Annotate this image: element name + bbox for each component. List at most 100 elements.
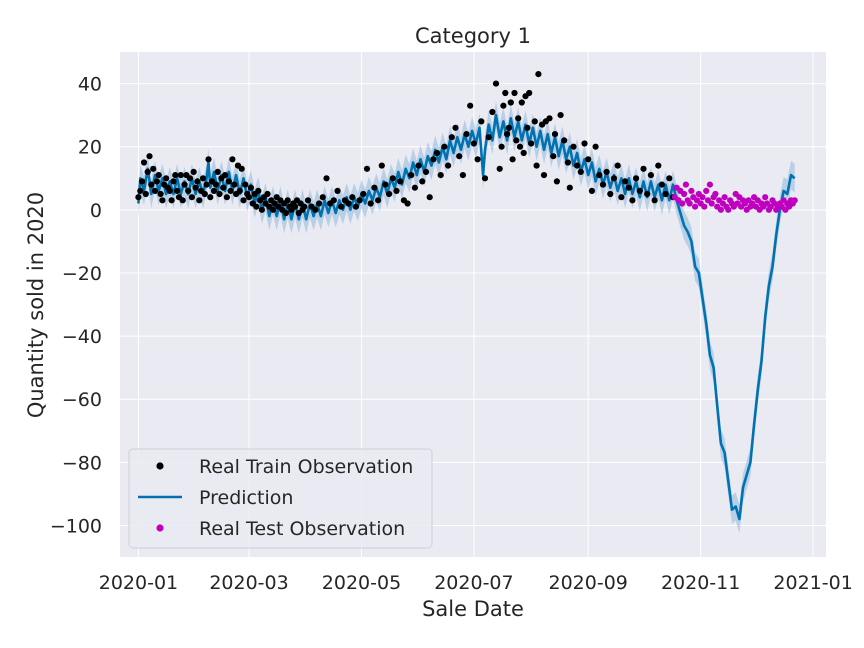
train-point <box>441 143 448 150</box>
train-point <box>655 162 662 169</box>
train-point <box>220 184 227 191</box>
train-point <box>338 203 345 210</box>
x-tick-label: 2020-01 <box>99 572 178 594</box>
train-point <box>389 175 396 182</box>
train-point <box>177 172 184 179</box>
test-point <box>712 190 719 198</box>
train-observations <box>135 71 677 217</box>
train-point <box>588 187 596 194</box>
train-point <box>352 203 359 210</box>
train-point <box>561 137 568 144</box>
train-point <box>393 187 400 194</box>
train-point <box>504 131 511 138</box>
train-point <box>485 134 492 141</box>
train-point <box>367 200 374 207</box>
train-point <box>500 102 507 109</box>
y-tick-label: −60 <box>62 389 102 411</box>
train-point <box>662 190 669 198</box>
test-point <box>717 206 725 213</box>
train-point <box>258 206 265 213</box>
train-point <box>304 197 312 204</box>
test-point <box>703 187 710 194</box>
train-point <box>526 89 533 97</box>
x-tick-labels: 2020-01 2020-03 2020-05 2020-07 2020-09 2020-… <box>99 572 853 594</box>
train-point <box>212 181 219 188</box>
train-point <box>245 194 253 201</box>
train-point <box>585 156 592 163</box>
train-point <box>515 115 522 122</box>
train-point <box>564 159 572 166</box>
train-point <box>292 203 299 210</box>
train-point <box>185 187 192 194</box>
train-point <box>188 194 195 201</box>
train-point <box>179 197 186 204</box>
train-point <box>599 181 607 188</box>
train-point <box>448 134 455 141</box>
train-point <box>492 80 500 87</box>
train-point <box>498 143 505 150</box>
train-point <box>255 187 262 194</box>
train-point <box>316 200 323 207</box>
train-point <box>434 149 441 157</box>
train-point <box>229 156 236 163</box>
train-point <box>509 156 516 163</box>
train-point <box>201 190 208 198</box>
train-point <box>550 153 557 160</box>
train-point <box>533 162 540 169</box>
train-point <box>511 89 518 97</box>
train-point <box>489 108 496 116</box>
train-point <box>445 162 452 169</box>
test-point <box>679 200 686 207</box>
y-tick-labels: 40 20 0 −20 −40 −60 −80 −100 <box>50 74 102 538</box>
y-tick-label: 40 <box>78 74 102 96</box>
train-point <box>323 175 330 182</box>
train-point <box>378 162 385 169</box>
train-point <box>467 102 474 109</box>
train-point <box>518 99 525 106</box>
test-point <box>682 181 690 188</box>
train-point <box>415 162 422 169</box>
legend-train-label: Real Train Observation <box>199 456 413 478</box>
test-point <box>699 194 706 201</box>
train-point <box>481 175 489 182</box>
train-point <box>222 172 229 179</box>
train-point <box>375 197 382 204</box>
y-tick-label: −20 <box>62 263 102 285</box>
train-point <box>192 184 199 191</box>
train-point <box>408 172 415 179</box>
train-point <box>170 178 177 185</box>
train-point <box>227 187 234 194</box>
train-point <box>159 197 166 204</box>
train-point <box>148 181 155 188</box>
grid-lines <box>120 52 826 557</box>
train-point <box>607 190 614 198</box>
train-point <box>168 197 175 204</box>
test-point <box>721 194 728 201</box>
train-point <box>150 165 157 172</box>
train-point <box>535 71 542 78</box>
train-point <box>430 156 437 163</box>
train-point <box>356 197 363 204</box>
train-point <box>386 190 393 198</box>
train-point <box>618 194 625 201</box>
train-point <box>437 172 444 179</box>
chart-title: Category 1 <box>415 24 531 48</box>
train-point <box>496 165 503 172</box>
train-point <box>520 149 527 157</box>
train-point <box>153 178 160 185</box>
train-point <box>592 143 599 150</box>
train-point <box>174 187 181 194</box>
train-point <box>236 187 243 194</box>
train-point <box>214 168 221 175</box>
train-point <box>644 190 651 198</box>
train-point <box>603 168 610 175</box>
train-point <box>363 165 371 172</box>
legend-test-label: Real Test Observation <box>199 518 405 540</box>
train-point <box>463 131 470 138</box>
y-tick-label: −40 <box>62 326 102 348</box>
train-point <box>610 175 618 182</box>
train-point <box>528 140 535 147</box>
train-point <box>166 187 173 194</box>
train-point <box>205 156 212 163</box>
train-point <box>507 99 514 106</box>
